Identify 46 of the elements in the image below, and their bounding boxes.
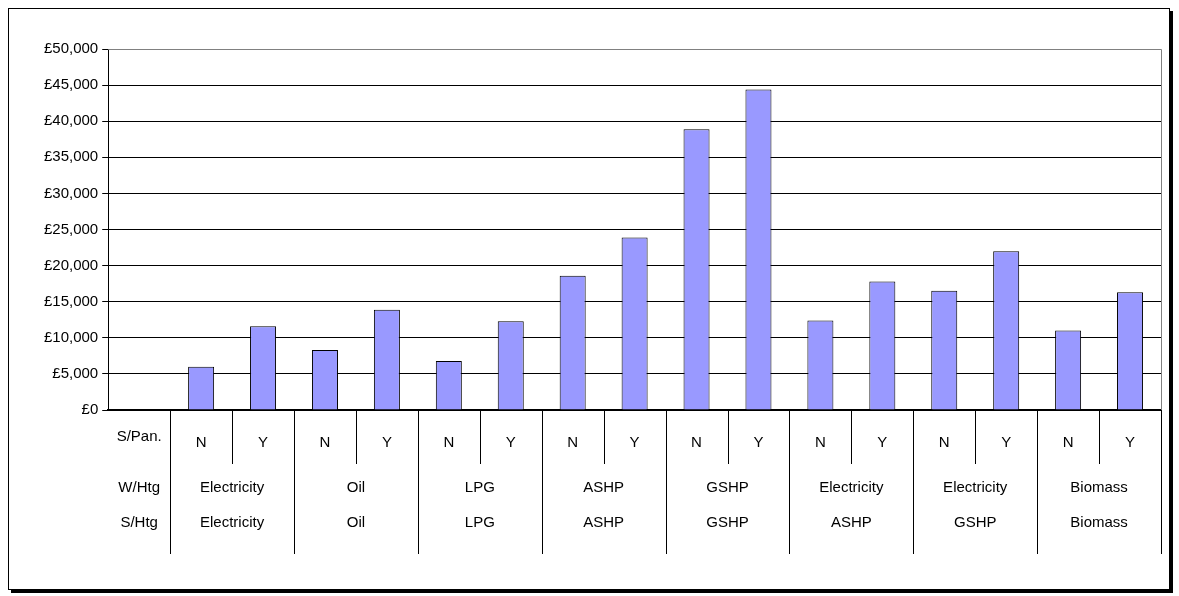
y-tick-label: £0: [81, 400, 99, 418]
text: Electricity: [943, 477, 1008, 495]
text: GSHP: [706, 477, 749, 495]
text: S/Htg: [120, 512, 158, 530]
text: GSHP: [953, 512, 997, 530]
x-tick-label: Y: [258, 433, 269, 451]
text: ASHP: [583, 477, 625, 495]
x-tick-label: N: [567, 433, 579, 451]
x-tick-label: Y: [629, 433, 640, 451]
y-tick-label: £35,000: [43, 147, 99, 165]
x-tick-label: N: [1062, 433, 1074, 451]
y-tick-label: £40,000: [43, 111, 99, 129]
x-tick-label: N: [195, 433, 207, 451]
text: Oil: [346, 477, 366, 495]
text: Electricity: [199, 512, 265, 530]
text: Electricity: [819, 477, 884, 495]
x-tick-label: N: [691, 433, 702, 451]
text: Biomass: [1070, 512, 1128, 530]
text: GSHP: [706, 512, 749, 530]
text: ASHP: [583, 512, 625, 530]
text: LPG: [464, 477, 495, 495]
x-tick-label: Y: [753, 433, 764, 451]
y-tick-label: £10,000: [43, 327, 99, 345]
text: Biomass: [1070, 477, 1128, 495]
y-tick-label: £45,000: [43, 75, 99, 93]
x-tick-label: N: [443, 433, 455, 451]
y-tick-label: £20,000: [43, 255, 99, 273]
text: W/Htg: [118, 477, 161, 495]
x-tick-label: N: [814, 433, 826, 451]
text: Oil: [346, 512, 366, 530]
x-tick-label: Y: [877, 433, 888, 451]
text: S/Pan.: [116, 427, 162, 445]
y-tick-label: £50,000: [43, 39, 99, 57]
x-tick-label: Y: [1125, 433, 1136, 451]
y-tick-label: £15,000: [43, 291, 99, 309]
x-tick-label: Y: [381, 433, 392, 451]
y-tick-label: £5,000: [52, 364, 99, 382]
x-tick-label: N: [319, 433, 331, 451]
text: Electricity: [199, 477, 265, 495]
y-tick-label: £30,000: [43, 183, 99, 201]
text: LPG: [464, 512, 495, 530]
x-tick-label: Y: [505, 433, 516, 451]
text: ASHP: [830, 512, 872, 530]
y-tick-label: £25,000: [43, 219, 99, 237]
x-tick-label: N: [938, 433, 950, 451]
x-tick-label: Y: [1001, 433, 1012, 451]
